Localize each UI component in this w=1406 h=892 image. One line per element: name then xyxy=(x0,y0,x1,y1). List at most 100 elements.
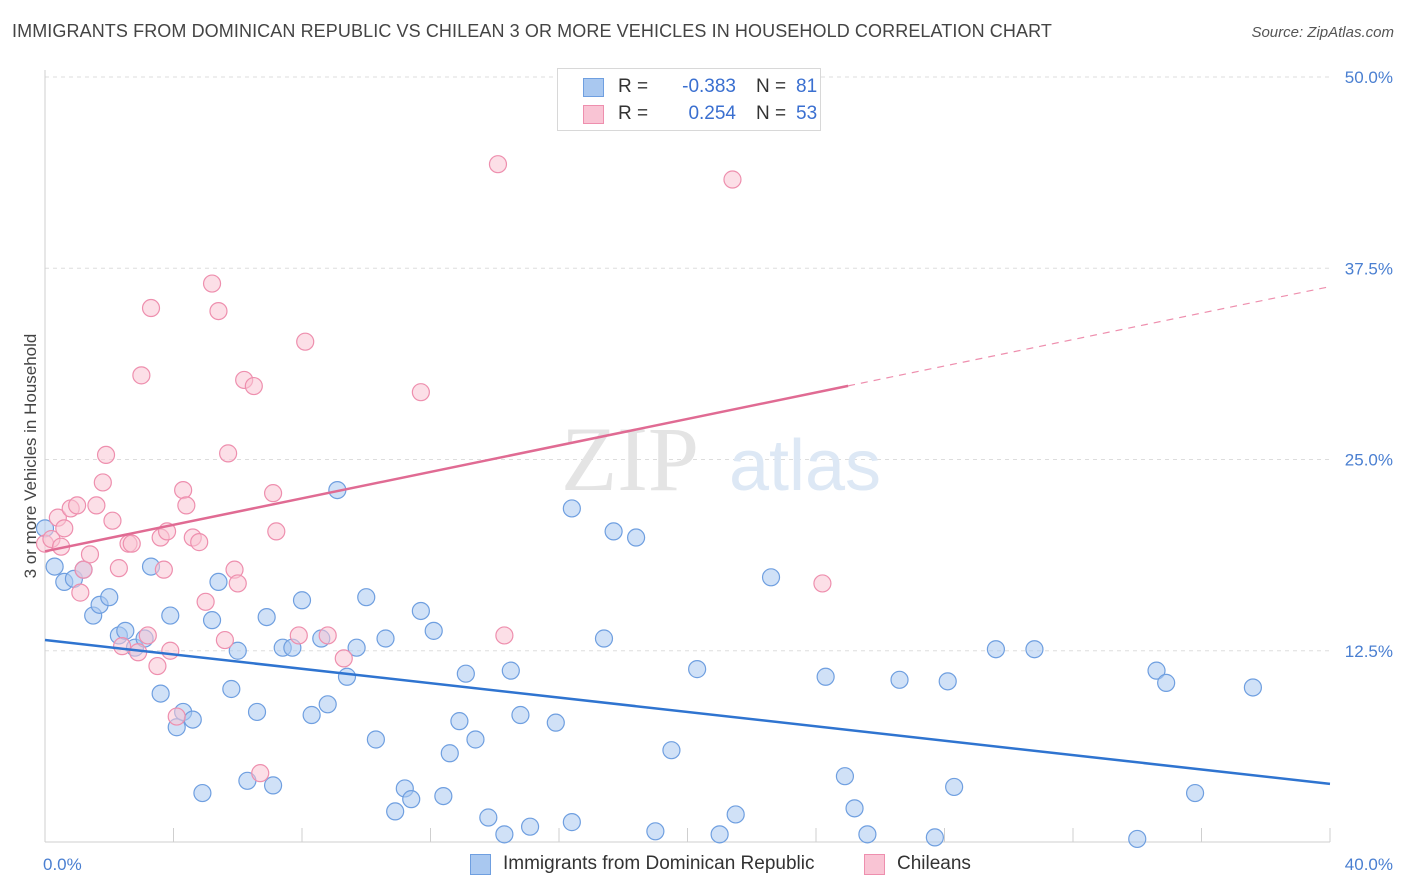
data-point xyxy=(219,444,238,463)
legend-row-chilean: R = 0.254 N = 53 xyxy=(558,101,817,127)
data-point xyxy=(479,808,498,827)
data-point xyxy=(161,641,180,660)
legend-r-value: -0.383 xyxy=(682,76,736,97)
data-point xyxy=(723,170,742,189)
data-point xyxy=(267,522,286,541)
data-point xyxy=(511,705,530,725)
data-point xyxy=(456,664,475,683)
x-tick-label: 0.0% xyxy=(43,855,82,874)
source-credit: Source: ZipAtlas.com xyxy=(1251,24,1394,41)
data-point xyxy=(96,445,116,465)
data-point xyxy=(858,825,877,844)
data-point xyxy=(835,767,855,786)
data-point xyxy=(177,496,196,515)
data-point xyxy=(103,511,122,530)
y-tick-label: 12.5% xyxy=(1345,642,1393,661)
data-point xyxy=(132,366,151,385)
trend-line-dashed xyxy=(848,286,1331,387)
data-point xyxy=(45,557,64,576)
data-point xyxy=(450,712,469,731)
y-tick-label: 37.5% xyxy=(1345,259,1393,278)
data-point xyxy=(87,496,106,515)
data-point xyxy=(688,660,707,679)
data-point xyxy=(193,783,212,803)
data-point xyxy=(466,730,485,749)
legend-n-label: N = xyxy=(756,103,787,124)
data-point xyxy=(376,629,395,648)
data-point xyxy=(986,640,1006,659)
data-point xyxy=(1185,783,1205,803)
data-point xyxy=(726,805,745,824)
data-point xyxy=(318,626,337,645)
trend-line-solid xyxy=(44,384,849,553)
bottom-legend-chilean: Chileans xyxy=(864,851,971,877)
data-point xyxy=(74,560,93,579)
data-point xyxy=(562,813,581,832)
legend-n-label: N = xyxy=(756,76,787,97)
y-tick-label: 50.0% xyxy=(1345,68,1393,87)
legend-r-label: R = xyxy=(618,103,649,124)
data-point xyxy=(347,638,366,657)
y-axis-label: 3 or more Vehicles in Household xyxy=(21,334,40,579)
data-point xyxy=(161,606,180,625)
bottom-legend-swatch-dominican xyxy=(470,853,491,875)
legend-swatch-chilean xyxy=(583,104,604,124)
data-point xyxy=(495,825,514,844)
data-point xyxy=(816,667,835,686)
data-point xyxy=(761,568,781,587)
data-point xyxy=(562,499,581,518)
data-point xyxy=(263,776,283,795)
data-point xyxy=(93,473,112,492)
legend-r-value: 0.254 xyxy=(688,103,736,124)
data-point xyxy=(222,679,241,699)
data-point xyxy=(148,656,167,676)
data-point xyxy=(209,301,228,321)
data-point xyxy=(386,802,405,821)
data-point xyxy=(112,637,132,656)
data-point xyxy=(890,670,909,689)
legend-n-value: 81 xyxy=(796,76,818,97)
axes xyxy=(44,70,1331,843)
data-point xyxy=(1147,661,1166,680)
data-point xyxy=(215,630,234,650)
data-point xyxy=(183,710,202,729)
data-point xyxy=(167,707,186,726)
data-point xyxy=(337,667,357,686)
data-point xyxy=(945,777,964,797)
data-point xyxy=(488,155,508,174)
data-point xyxy=(710,825,729,844)
trend-line xyxy=(44,638,1331,786)
data-point xyxy=(646,822,665,841)
data-point xyxy=(109,559,128,578)
data-point xyxy=(174,481,193,500)
data-point xyxy=(55,519,74,538)
data-point xyxy=(626,528,646,547)
data-point xyxy=(501,661,520,680)
data-point xyxy=(202,274,222,293)
legend-row-dominican: R = -0.383 N = 81 xyxy=(558,74,817,100)
data-point xyxy=(357,588,376,607)
bottom-legend-label: Immigrants from Dominican Republic xyxy=(503,853,815,874)
data-point xyxy=(434,786,453,806)
data-point xyxy=(100,588,119,607)
data-point xyxy=(813,574,832,593)
data-point xyxy=(604,522,623,541)
data-point xyxy=(594,629,614,648)
data-point xyxy=(1025,640,1044,659)
bottom-legend-swatch-chilean xyxy=(864,853,885,875)
bottom-legend-label: Chileans xyxy=(897,853,971,874)
data-point xyxy=(292,591,312,610)
data-point xyxy=(202,611,222,630)
y-tick-label: 25.0% xyxy=(1345,451,1393,470)
data-point xyxy=(366,730,385,749)
data-point xyxy=(1128,829,1147,849)
data-point xyxy=(402,790,421,809)
legend-r-label: R = xyxy=(618,76,649,97)
data-point xyxy=(251,764,270,783)
data-point xyxy=(495,626,514,645)
chart-title: IMMIGRANTS FROM DOMINICAN REPUBLIC VS CH… xyxy=(12,21,1052,41)
data-point xyxy=(116,621,135,640)
data-point xyxy=(1157,673,1176,692)
data-point xyxy=(151,684,170,703)
